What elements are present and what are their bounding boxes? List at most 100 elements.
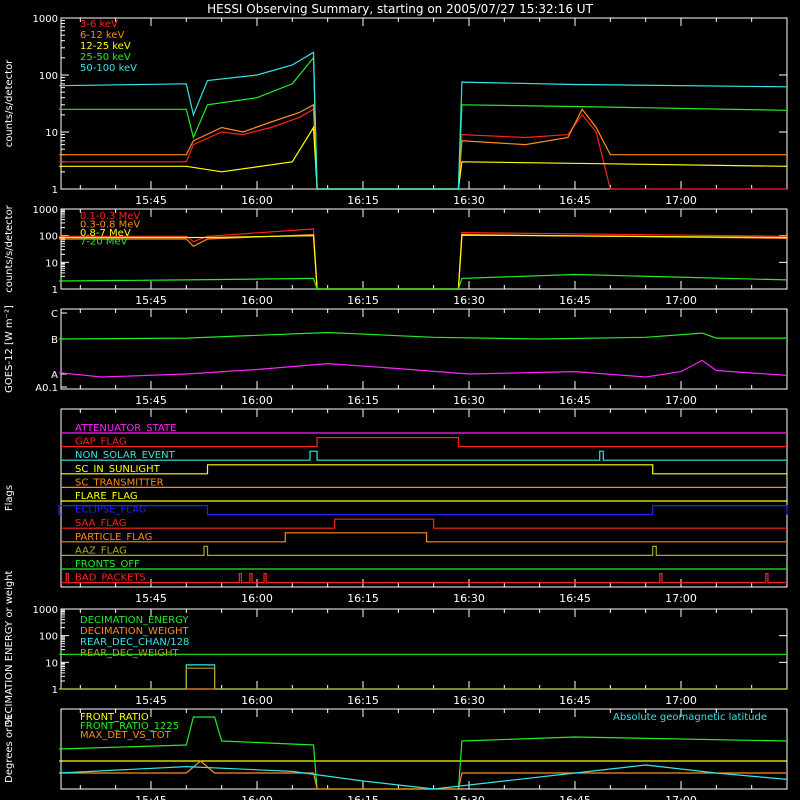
panel-0-series-line <box>59 56 788 190</box>
legend-entry: MAX_DET_VS_TOT <box>80 730 172 741</box>
x-tick-label: 16:15 <box>347 794 379 800</box>
flag-label: FLARE_FLAG <box>75 491 138 502</box>
legend-entry: 0.8-7 MeV <box>80 228 131 239</box>
x-tick-label: 16:45 <box>559 294 591 307</box>
legend-entry: 7-20 MeV <box>80 237 128 248</box>
flag-label: ECLIPSE_FLAG <box>75 505 146 516</box>
y-axis-label: counts/s/detector <box>4 204 15 292</box>
panel-2: 15:45 16:00 16:15 16:30 16:45 17:00 GOES-12 [W… <box>4 305 788 407</box>
x-tick-label: 17:00 <box>665 394 697 407</box>
y-axis-label: Flags <box>4 485 15 511</box>
flag-label: ATTENUATOR_STATE <box>75 423 176 434</box>
panels: 15:45 16:00 16:15 16:30 16:45 17:00 counts/s/d… <box>4 14 788 800</box>
panel-0-frame <box>60 17 788 190</box>
legend-entry: 50-100 keV <box>80 63 137 74</box>
y-tick-label: 1000 <box>33 14 58 25</box>
legend-entry: DECIMATION_ENERGY <box>80 615 189 626</box>
y-axis-label: counts/s/detector <box>4 59 15 147</box>
legend-entry: FRONT_RATIO <box>80 712 149 723</box>
x-tick-label: 16:15 <box>347 694 379 707</box>
y-axis-label: DECIMATION ENERGY or weight <box>4 570 15 727</box>
panel-5: 15:45 16:00 16:15 16:30 16:45 17:00 Degrees or… <box>4 708 788 800</box>
x-tick-label: 15:45 <box>135 294 167 307</box>
panel-4-series-line <box>59 667 787 690</box>
x-tick-label: 16:00 <box>241 194 273 207</box>
x-tick-label: 16:45 <box>559 694 591 707</box>
x-tick-label: 17:00 <box>665 694 697 707</box>
x-tick-label: 15:45 <box>135 794 167 800</box>
x-tick-label: 16:45 <box>559 394 591 407</box>
x-tick-label: 15:45 <box>135 592 167 605</box>
x-tick-label: 16:30 <box>453 794 485 800</box>
legend-entry: Absolute geomagnetic latitude <box>613 712 767 723</box>
x-tick-label: 15:45 <box>135 394 167 407</box>
flag-line <box>61 518 787 529</box>
y-tick-label: 10 <box>45 258 58 269</box>
panel-5-series-line <box>59 764 788 790</box>
panel-0: 15:45 16:00 16:15 16:30 16:45 17:00 counts/s/d… <box>4 14 788 207</box>
flag-label: AAZ_FLAG <box>75 545 127 556</box>
panel-2-frame <box>60 308 788 390</box>
flag-label: NON_SOLAR_EVENT <box>75 450 176 461</box>
x-tick-label: 16:15 <box>347 592 379 605</box>
flag-label: SC_TRANSMITTER <box>75 477 164 488</box>
flag-line <box>61 450 787 461</box>
panel-0-series-line <box>59 51 788 190</box>
y-axis-label: GOES-12 [W m⁻²] <box>4 305 15 393</box>
panel-0-series-line <box>59 103 787 190</box>
x-tick-label: 16:00 <box>241 592 273 605</box>
x-tick-label: 16:15 <box>347 194 379 207</box>
panel-5-series-line <box>59 760 787 790</box>
legend-entry: 0.1-0.3 MeV <box>80 211 140 222</box>
panel-2-series-line <box>59 331 787 340</box>
panel-1-series-line <box>59 273 788 290</box>
x-tick-label: 16:30 <box>453 394 485 407</box>
x-tick-label: 15:45 <box>135 194 167 207</box>
x-tick-label: 16:30 <box>453 194 485 207</box>
flag-line <box>61 437 787 448</box>
panel-5-series-line <box>59 716 788 790</box>
y-tick-label: A <box>51 370 58 381</box>
flag-label: SAA_FLAG <box>75 518 126 529</box>
panel-4-series-line <box>59 664 787 690</box>
x-tick-label: 16:15 <box>347 294 379 307</box>
panel-3: 15:45 16:00 16:15 16:30 16:45 17:00 Flags ATTEN… <box>4 408 788 605</box>
legend-entry: FRONT_RATIO_1225 <box>80 721 179 732</box>
y-tick-label: 1 <box>52 685 58 696</box>
flag-line <box>61 572 787 584</box>
y-tick-label: 10 <box>45 128 58 139</box>
y-tick-label: A0.1 <box>35 383 58 394</box>
flag-line <box>61 532 787 543</box>
x-tick-label: 16:00 <box>241 394 273 407</box>
x-tick-label: 16:30 <box>453 592 485 605</box>
flag-label: FRONTS_OFF <box>75 559 140 570</box>
y-tick-label: 1000 <box>33 605 58 616</box>
x-tick-label: 16:15 <box>347 394 379 407</box>
y-tick-label: 1 <box>52 185 58 196</box>
y-tick-label: C <box>51 309 58 320</box>
x-tick-label: 16:45 <box>559 194 591 207</box>
y-tick-label: 100 <box>39 71 58 82</box>
panel-1: 15:45 16:00 16:15 16:30 16:45 17:00 counts/s/d… <box>4 204 788 307</box>
x-tick-label: 17:00 <box>665 794 697 800</box>
x-tick-label: 16:00 <box>241 794 273 800</box>
x-tick-label: 17:00 <box>665 294 697 307</box>
y-tick-label: 1 <box>52 285 58 296</box>
flag-label: SC_IN_SUNLIGHT <box>75 464 161 475</box>
legend-entry: 6-12 keV <box>80 30 124 41</box>
legend-entry: 12-25 keV <box>80 41 131 52</box>
panel-3-frame <box>60 408 788 588</box>
x-tick-label: 16:30 <box>453 294 485 307</box>
panel-1-series-line <box>59 234 788 290</box>
x-tick-label: 17:00 <box>665 194 697 207</box>
y-tick-label: 10 <box>45 658 58 669</box>
panel-0-series-line <box>59 125 788 190</box>
flag-label: BAD_PACKETS <box>75 573 146 584</box>
legend-entry: 25-50 keV <box>80 52 131 63</box>
panel-1-series-line <box>59 233 788 290</box>
y-tick-label: 100 <box>39 232 58 243</box>
panel-4: 15:45 16:00 16:15 16:30 16:45 17:00 DECIMATION… <box>4 570 788 727</box>
chart-title: HESSI Observing Summary, starting on 200… <box>207 2 593 16</box>
y-tick-label: 1000 <box>33 205 58 216</box>
